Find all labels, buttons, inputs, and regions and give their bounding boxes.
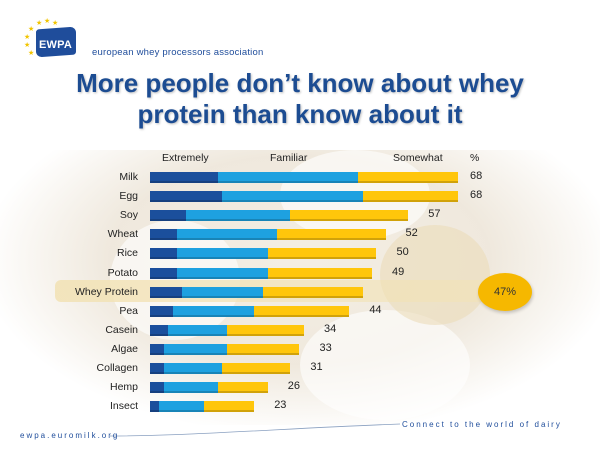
bar-segment-somewhat — [267, 267, 372, 279]
category-label: Egg — [119, 190, 138, 203]
legend-familiar: Familiar — [270, 152, 308, 164]
bar-segment-familiar — [177, 229, 277, 241]
category-label: Pea — [119, 304, 138, 317]
bar-segment-extremely — [150, 229, 178, 241]
bar-segment-extremely — [150, 305, 173, 317]
category-label: Wheat — [107, 228, 138, 241]
bar-segment-somewhat — [227, 324, 304, 336]
bar-segment-familiar — [163, 363, 223, 374]
bar-segment-familiar — [168, 324, 227, 336]
page-title: More people don’t know about whey protei… — [20, 68, 580, 130]
star-icon: ★ — [28, 26, 35, 33]
star-icon: ★ — [24, 34, 31, 41]
footer-swoosh — [110, 423, 400, 437]
bar-segment-familiar — [177, 267, 268, 279]
bar-segment-extremely — [150, 267, 178, 279]
background-bowl — [300, 310, 470, 420]
bar-segment-somewhat — [290, 210, 409, 222]
bar-segment-extremely — [150, 363, 164, 374]
association-name: european whey processors association — [92, 47, 264, 58]
bar-segment-extremely — [150, 210, 187, 222]
title-line-2: protein than know about it — [137, 99, 463, 129]
bar-segment-familiar — [186, 210, 291, 222]
category-label: Hemp — [109, 381, 138, 394]
bar-segment-familiar — [177, 248, 268, 260]
bar-segment-extremely — [150, 286, 182, 298]
bar-segment-extremely — [150, 324, 169, 336]
data-label: 31 — [310, 361, 323, 373]
bar-segment-somewhat — [204, 401, 255, 413]
ewpa-logo: ★ ★ ★ ★ ★ ★ ★ EWPA — [22, 18, 78, 64]
bar-segment-familiar — [159, 401, 205, 413]
data-label: 50 — [396, 246, 409, 259]
footer-url[interactable]: ewpa.euromilk.org — [20, 431, 120, 440]
footer-tagline: Connect to the world of dairy — [402, 420, 562, 429]
whey-protein-callout: 47% — [478, 273, 532, 311]
data-label: 44 — [369, 303, 382, 316]
data-label: 68 — [470, 189, 483, 202]
bar-segment-extremely — [150, 248, 178, 260]
data-label: 26 — [287, 380, 301, 393]
category-label: Insect — [109, 400, 138, 413]
star-icon: ★ — [36, 20, 43, 27]
bar-segment-familiar — [222, 191, 363, 203]
logo-text: EWPA — [39, 39, 72, 51]
star-icon: ★ — [52, 20, 59, 27]
data-label: 23 — [274, 399, 287, 412]
bar-segment-extremely — [150, 401, 160, 413]
bar-segment-somewhat — [217, 382, 268, 394]
bar-segment-somewhat — [362, 191, 459, 203]
bar-segment-somewhat — [358, 172, 459, 183]
bar-segment-familiar — [163, 343, 227, 355]
category-label: Collagen — [96, 362, 138, 374]
bar-segment-familiar — [163, 382, 218, 394]
title-line-1: More people don’t know about whey — [76, 68, 524, 98]
bar-segment-somewhat — [222, 363, 291, 374]
legend-somewhat: Somewhat — [393, 152, 443, 164]
category-label: Algae — [111, 342, 138, 355]
star-icon: ★ — [24, 42, 31, 49]
legend-extremely: Extremely — [162, 152, 209, 164]
star-icon: ★ — [28, 50, 35, 57]
bar-segment-extremely — [150, 172, 218, 183]
bar-segment-somewhat — [227, 343, 300, 355]
data-label: 57 — [428, 208, 441, 221]
bar-segment-extremely — [150, 343, 164, 355]
category-label: Rice — [116, 247, 138, 260]
data-label: 68 — [470, 170, 483, 182]
bar-segment-somewhat — [267, 248, 377, 260]
bar-segment-extremely — [150, 382, 164, 394]
category-label: Milk — [119, 171, 138, 183]
category-label: Casein — [105, 323, 138, 336]
legend-percent: % — [470, 152, 480, 164]
bar-segment-extremely — [150, 191, 223, 203]
bar-segment-somewhat — [263, 286, 363, 298]
data-label: 49 — [391, 265, 405, 278]
bar-segment-familiar — [181, 286, 264, 298]
category-label: Potato — [107, 266, 138, 279]
data-label: 33 — [319, 341, 332, 354]
data-label: 34 — [324, 322, 337, 335]
category-label: Whey Protein — [74, 285, 138, 298]
star-icon: ★ — [44, 18, 51, 25]
bar-segment-familiar — [217, 172, 359, 183]
background-bowl — [380, 225, 490, 325]
data-label: 52 — [405, 227, 418, 240]
bar-segment-somewhat — [276, 229, 386, 241]
bar-segment-familiar — [172, 305, 255, 317]
bar-segment-somewhat — [254, 305, 350, 317]
category-label: Soy — [119, 209, 138, 222]
